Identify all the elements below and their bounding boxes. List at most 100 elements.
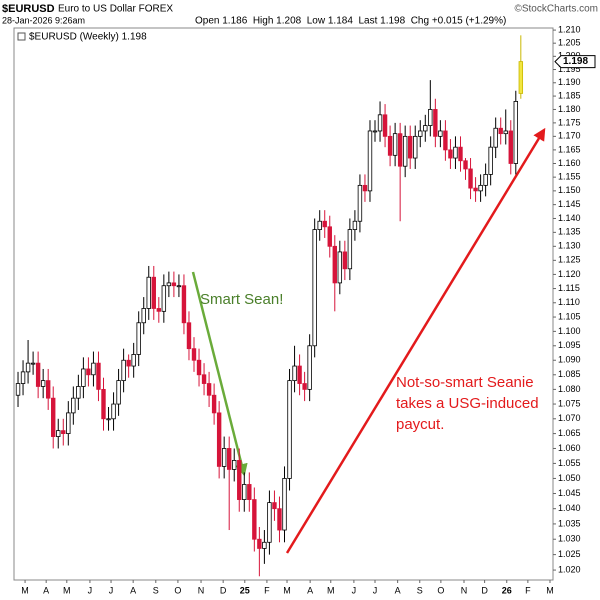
candle-body <box>362 184 368 192</box>
legend-icon <box>17 32 26 41</box>
x-tick-label: 26 <box>502 585 512 595</box>
candle-body <box>116 380 121 405</box>
y-tick-label: 1.095 <box>558 340 581 350</box>
candle-body <box>463 160 468 170</box>
candle-body <box>106 418 111 421</box>
candle-body <box>382 114 388 137</box>
candle-body <box>307 345 312 390</box>
candle-body <box>146 276 151 309</box>
x-tick-label: M <box>63 585 71 595</box>
x-tick-label: N <box>461 585 468 595</box>
y-tick-label: 1.135 <box>558 227 581 237</box>
candle-body <box>352 220 358 230</box>
x-tick-label: M <box>21 585 29 595</box>
candle-body <box>262 541 267 549</box>
candle-body <box>206 383 212 396</box>
candle-body <box>438 130 443 137</box>
candle-body <box>151 276 156 309</box>
y-tick-label: 1.070 <box>558 413 581 423</box>
candle-body <box>51 397 56 437</box>
y-tick-label: 1.180 <box>558 104 581 114</box>
candle-body <box>342 251 348 270</box>
candle-body <box>337 251 343 284</box>
candle-body <box>156 308 162 312</box>
x-tick-label: F <box>525 585 531 595</box>
candle-body <box>387 135 393 156</box>
candle-body <box>35 362 41 387</box>
candle-body <box>267 502 272 543</box>
x-tick-label: S <box>153 585 159 595</box>
candle-body <box>161 285 167 312</box>
candle-body <box>372 130 378 133</box>
y-tick-label: 1.125 <box>558 255 581 265</box>
candle-body <box>272 502 277 510</box>
candle-body <box>191 348 197 361</box>
candle-body <box>201 374 207 384</box>
candle-body <box>81 368 86 387</box>
candle-body <box>216 412 222 467</box>
candle-body <box>15 383 21 396</box>
candle-body <box>86 368 91 376</box>
candle-body <box>478 184 483 192</box>
y-tick-label: 1.165 <box>558 144 581 154</box>
candle-body <box>30 362 36 365</box>
y-tick-label: 1.110 <box>558 297 580 307</box>
y-tick-label: 1.065 <box>558 428 581 438</box>
candle-body <box>347 229 353 270</box>
x-tick-label: J <box>109 585 114 595</box>
candle-body <box>196 359 202 376</box>
candle-body <box>327 226 332 247</box>
candle-body <box>166 282 172 287</box>
x-tick-label: J <box>373 585 378 595</box>
candle-body <box>503 130 508 135</box>
x-tick-label: A <box>307 585 313 595</box>
x-tick-label: M <box>546 585 554 595</box>
y-tick-label: 1.205 <box>558 38 581 48</box>
candle-body <box>443 130 448 151</box>
candle-body <box>257 538 262 549</box>
candle-body <box>71 397 76 414</box>
x-tick-label: A <box>130 585 136 595</box>
ohlc-summary: Open 1.186 High 1.208 Low 1.184 Last 1.1… <box>195 16 506 27</box>
candle-body <box>413 135 418 159</box>
y-tick-label: 1.050 <box>558 473 581 483</box>
candle-body <box>473 187 478 192</box>
x-tick-label: J <box>352 585 357 595</box>
y-tick-label: 1.105 <box>558 311 581 321</box>
y-tick-label: 1.075 <box>558 398 581 408</box>
candle-body <box>518 61 524 94</box>
arrow-green <box>191 271 248 477</box>
y-tick-label: 1.045 <box>558 488 581 498</box>
x-tick-label: J <box>88 585 93 595</box>
y-tick-label: 1.130 <box>558 241 581 251</box>
x-tick-label: D <box>481 585 488 595</box>
candle-body <box>408 135 413 159</box>
candle-body <box>493 127 498 148</box>
x-tick-label: M <box>327 585 335 595</box>
y-tick-label: 1.115 <box>558 283 580 293</box>
candle-body <box>101 388 106 420</box>
candle-body <box>302 383 307 390</box>
candle-body <box>221 448 227 467</box>
candle-body <box>242 484 247 500</box>
candle-body <box>211 394 217 414</box>
y-tick-label: 1.025 <box>558 549 581 559</box>
y-tick-label: 1.140 <box>558 213 581 223</box>
candle-body <box>25 362 31 373</box>
candle-body <box>312 229 317 347</box>
candle-body <box>458 146 463 162</box>
chart-subtitle: Euro to US Dollar FOREX <box>58 4 173 15</box>
candle-body <box>513 101 518 164</box>
candle-body <box>468 168 473 189</box>
candle-body <box>418 130 423 137</box>
candle-body <box>332 245 337 284</box>
y-tick-label: 1.035 <box>558 518 581 528</box>
x-tick-label: S <box>417 585 423 595</box>
candle-body <box>181 285 187 324</box>
candle-body <box>508 130 513 164</box>
candle-body <box>297 365 302 384</box>
x-tick-label: F <box>264 585 270 595</box>
candle-body <box>45 380 51 399</box>
source: ©StockCharts.com <box>514 4 598 15</box>
